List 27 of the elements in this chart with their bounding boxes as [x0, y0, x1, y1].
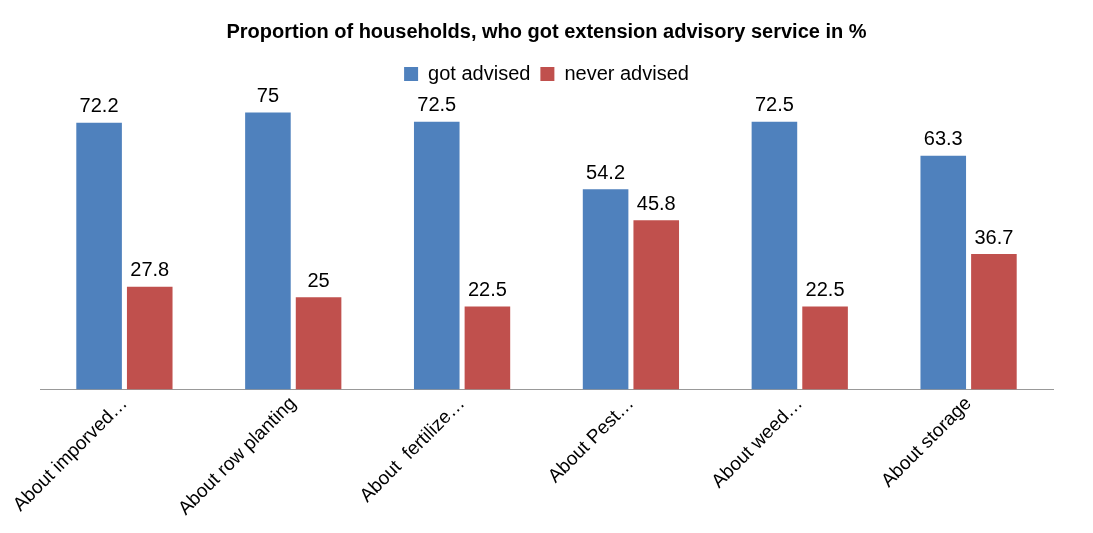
bar — [802, 306, 848, 390]
data-label: 72.5 — [417, 93, 457, 116]
bar — [76, 122, 122, 390]
bar — [633, 220, 680, 390]
data-label: 72.5 — [754, 93, 794, 116]
legend-label: never advised — [564, 61, 689, 84]
bar — [582, 189, 629, 390]
legend-label: got advised — [428, 61, 531, 84]
data-label: 25 — [307, 268, 330, 291]
data-label: 45.8 — [636, 191, 676, 214]
bar — [464, 306, 511, 390]
data-label: 72.2 — [79, 94, 119, 117]
bar — [920, 155, 967, 390]
data-label: 22.5 — [467, 277, 507, 300]
data-label: 75 — [256, 83, 280, 106]
bar — [245, 112, 291, 390]
data-label: 54.2 — [586, 160, 626, 183]
data-label: 63.3 — [923, 127, 963, 150]
bar — [751, 121, 798, 390]
bar — [295, 297, 342, 390]
data-label: 36.7 — [974, 225, 1014, 248]
bar — [413, 121, 460, 390]
bar — [126, 286, 173, 390]
bar — [971, 253, 1017, 390]
data-label: 27.8 — [130, 258, 170, 281]
chart-title: Proportion of households, who got extension advisory service in % — [226, 19, 867, 42]
data-label: 22.5 — [805, 277, 845, 300]
